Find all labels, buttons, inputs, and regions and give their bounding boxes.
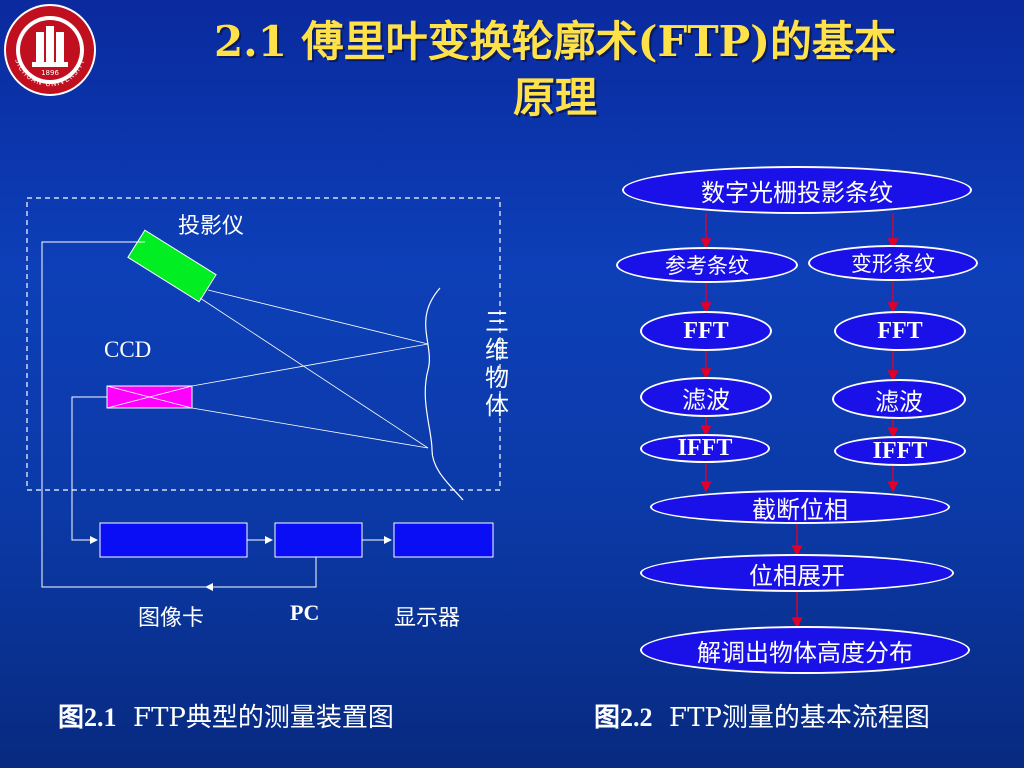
- projector-box: [127, 229, 217, 303]
- object-surface-curve: [424, 287, 464, 501]
- light-rays: [106, 289, 429, 449]
- pc-label: PC: [290, 600, 320, 625]
- logo-year: 1896: [41, 69, 59, 77]
- node-phase-unwrap: 位相展开: [640, 554, 954, 592]
- title-line-2: 原理: [512, 73, 597, 122]
- capture-card-box: [99, 522, 248, 558]
- node-filter-right: 滤波: [832, 379, 966, 419]
- node-digital-fringe: 数字光栅投影条纹: [622, 166, 972, 214]
- object-label-char: 维: [485, 336, 509, 364]
- object-label-char: 物: [485, 364, 509, 392]
- caption-number: 图2.2: [594, 703, 653, 732]
- setup-dashed-frame: [26, 197, 501, 491]
- university-logo: 1896 SICHUAN UNIVERSITY: [4, 4, 96, 96]
- capture-card-label: 图像卡: [138, 606, 205, 631]
- display-box: [393, 522, 494, 558]
- projector-cable: [41, 241, 317, 588]
- object-label-char: 体: [485, 392, 509, 420]
- object-label: 三 维 物 体: [482, 308, 512, 420]
- node-fft-left: FFT: [640, 311, 772, 351]
- object-label-char: 三: [485, 308, 509, 336]
- node-reference-fringe: 参考条纹: [616, 247, 798, 283]
- ccd-cable: [71, 396, 107, 544]
- figure-2-1-caption: 图2.1 FTP典型的测量装置图: [58, 697, 394, 734]
- display-label: 显示器: [394, 606, 461, 631]
- caption-text: FTP典型的测量装置图: [133, 703, 394, 733]
- node-deformed-fringe: 变形条纹: [808, 245, 978, 281]
- ccd-label: CCD: [104, 337, 152, 362]
- node-truncated-phase: 截断位相: [650, 490, 950, 524]
- projector-label: 投影仪: [178, 214, 245, 239]
- caption-text: FTP测量的基本流程图: [669, 703, 930, 733]
- node-fft-right: FFT: [834, 311, 966, 351]
- title-line-1: 2.1 傅里叶变换轮廓术(FTP)的基本: [213, 17, 897, 66]
- node-ifft-right: IFFT: [834, 436, 966, 466]
- node-ifft-left: IFFT: [640, 434, 770, 463]
- pc-box: [274, 522, 363, 558]
- page-title: 2.1 傅里叶变换轮廓术(FTP)的基本 原理: [100, 14, 1010, 126]
- figure-2-2-caption: 图2.2 FTP测量的基本流程图: [594, 697, 930, 734]
- caption-number: 图2.1: [58, 703, 117, 732]
- node-filter-left: 滤波: [640, 377, 772, 417]
- node-height-demodulation: 解调出物体高度分布: [640, 626, 970, 674]
